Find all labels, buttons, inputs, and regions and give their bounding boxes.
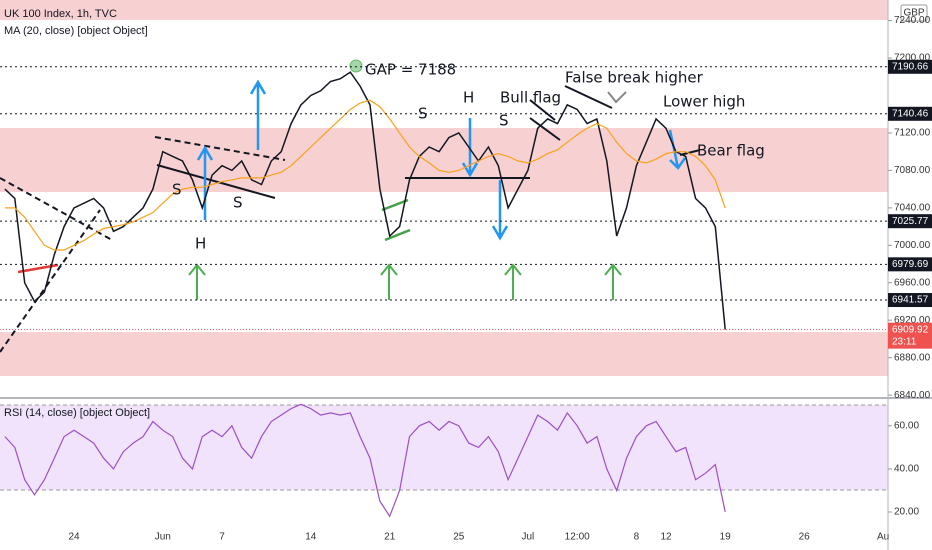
y-tick-label: 20.00 xyxy=(894,507,919,518)
currency-box[interactable] xyxy=(900,4,928,22)
x-tick-label: 8 xyxy=(634,532,640,543)
zone xyxy=(0,128,888,192)
level-box xyxy=(888,257,932,272)
y-tick-label: 7040.00 xyxy=(894,203,931,214)
neckline xyxy=(156,164,276,199)
countdown: 23:11 xyxy=(892,336,917,347)
level-box xyxy=(888,106,932,121)
y-tick-label: 7200.00 xyxy=(894,53,931,64)
trend-line xyxy=(0,209,101,353)
y-tick-label: 7240.00 xyxy=(894,15,931,26)
flag-line xyxy=(381,198,411,242)
y-tick-label: 7120.00 xyxy=(894,128,931,139)
arrow xyxy=(604,263,622,300)
trend-line xyxy=(154,136,286,161)
y-tick-label: 6960.00 xyxy=(894,277,931,288)
trend-line xyxy=(0,177,113,241)
annotation: S xyxy=(418,105,428,123)
y-tick-label: 6880.00 xyxy=(894,352,931,363)
x-tick-label: 26 xyxy=(799,532,811,543)
series-line xyxy=(4,99,726,251)
x-tick-label: 14 xyxy=(305,532,317,543)
x-tick-label: 7 xyxy=(219,532,225,543)
y-tick-label: 6920.00 xyxy=(894,315,931,326)
x-tick-label: 12:00 xyxy=(565,532,590,543)
arrow xyxy=(607,91,627,104)
y-tick-label: 60.00 xyxy=(894,420,919,431)
annotation: S xyxy=(172,181,182,199)
rsi-band xyxy=(0,405,888,490)
level-box xyxy=(888,59,932,74)
annotation: H xyxy=(463,89,474,107)
x-tick-label: 12 xyxy=(660,532,672,543)
flag-line xyxy=(529,99,561,141)
annotation: Lower high xyxy=(663,93,745,111)
level-label: 6979.69 xyxy=(892,259,929,270)
annotation: Bear flag xyxy=(697,142,765,160)
y-tick-label: 7080.00 xyxy=(894,165,931,176)
arrow xyxy=(196,145,214,220)
x-tick-label: 19 xyxy=(720,532,732,543)
annotation: S xyxy=(233,194,243,212)
last-price-label: 6909.92 xyxy=(892,324,929,335)
level-label: 7025.77 xyxy=(892,216,929,227)
level-label: 7140.46 xyxy=(892,108,929,119)
arrow xyxy=(380,263,398,300)
series-line xyxy=(4,71,726,330)
arrow xyxy=(491,180,509,241)
annotation: S xyxy=(499,112,509,130)
annotation: Bull flag xyxy=(500,89,561,107)
annotation: False break higher xyxy=(565,69,704,87)
arrow xyxy=(504,263,522,300)
drawings xyxy=(0,59,701,353)
zone xyxy=(0,332,888,376)
arrow xyxy=(188,263,206,300)
last-price-box xyxy=(888,322,932,349)
x-tick-label: Jul xyxy=(521,532,534,543)
x-tick-label: 25 xyxy=(453,532,465,543)
level-box xyxy=(888,293,932,308)
x-tick-label: Jun xyxy=(155,532,171,543)
level-label: 7190.66 xyxy=(892,61,929,72)
currency[interactable]: GBP xyxy=(903,8,924,19)
trend-line xyxy=(564,85,613,109)
y-tick-label: 6840.00 xyxy=(894,390,931,401)
x-tick-label: Au xyxy=(877,532,889,543)
level-box xyxy=(888,214,932,229)
gap-marker xyxy=(349,59,363,73)
zone xyxy=(0,0,888,20)
x-tick-label: 21 xyxy=(384,532,396,543)
y-tick-label: 7000.00 xyxy=(894,240,931,251)
legend-rsi: RSI (14, close) [object Object] xyxy=(4,407,150,419)
legend-main: UK 100 Index, 1h, TVC xyxy=(4,8,117,20)
arrow xyxy=(249,79,267,150)
level-label: 6941.57 xyxy=(892,295,929,306)
legend-ma: MA (20, close) [object Object] xyxy=(4,25,148,37)
annotation: GAP = 7188 xyxy=(365,61,456,79)
flag-line xyxy=(679,149,701,156)
series-line xyxy=(4,403,726,518)
x-tick-label: 24 xyxy=(68,532,80,543)
y-tick-label: 40.00 xyxy=(894,464,919,475)
annotation: H xyxy=(195,235,206,253)
